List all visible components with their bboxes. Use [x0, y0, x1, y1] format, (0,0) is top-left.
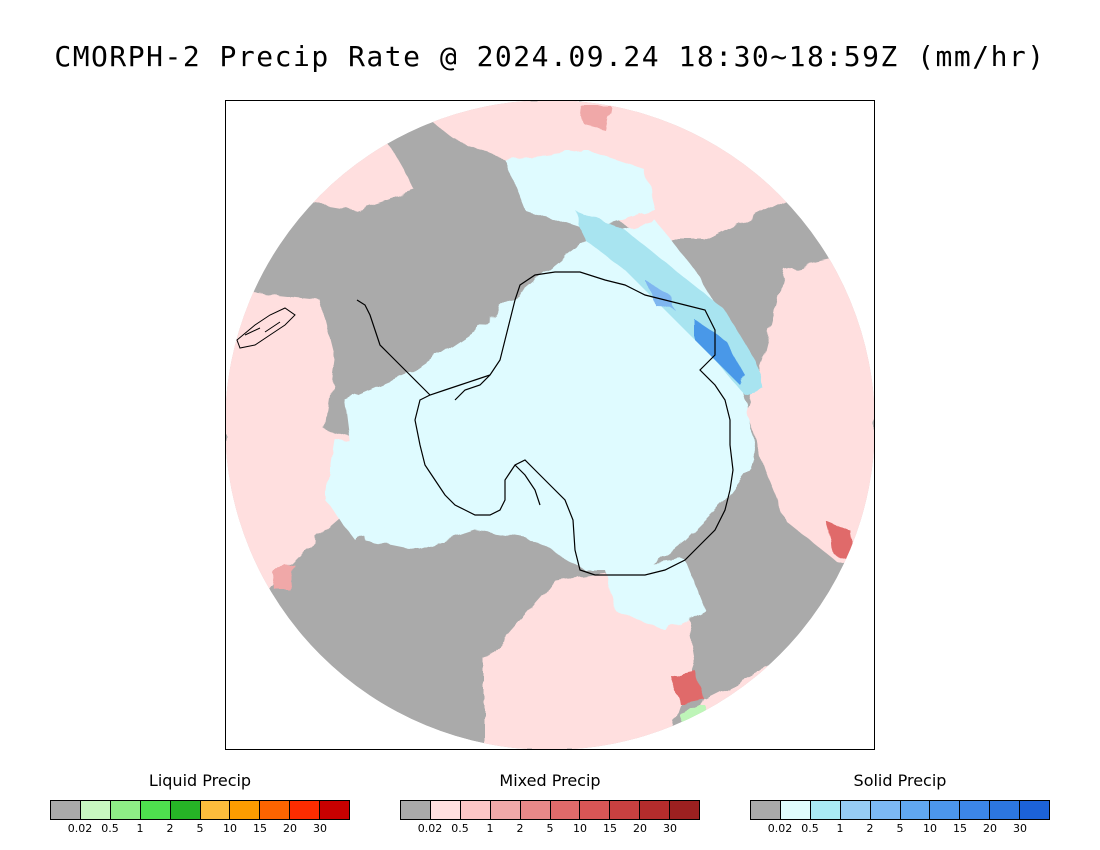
- legend-tick-label: 2: [166, 822, 174, 835]
- solid-area-central: [345, 220, 755, 570]
- legend-tick-label: 30: [313, 822, 327, 835]
- legend-swatch: [960, 801, 991, 819]
- solid-area-north: [505, 150, 655, 230]
- legend-swatch: [200, 801, 231, 819]
- legend-ticks: 0.02 0.5 1 2 5 10 15 20 30: [50, 820, 350, 836]
- legend-tick-label: 20: [283, 822, 297, 835]
- precip-field: [225, 100, 875, 750]
- legend-tick-label: 5: [546, 822, 554, 835]
- legend-swatch: [401, 801, 431, 819]
- map-frame-border: [225, 100, 875, 750]
- legend-tick-label: 15: [253, 822, 267, 835]
- southern-tip-south-america: [236, 307, 296, 349]
- legend-swatch: [140, 801, 171, 819]
- legend-swatch: [51, 801, 81, 819]
- legend-tick-label: 0.02: [67, 822, 93, 835]
- legend-swatch: [430, 801, 461, 819]
- legend-title: Liquid Precip: [148, 771, 252, 790]
- legend-swatch: [80, 801, 111, 819]
- legend-swatch: [170, 801, 201, 819]
- map-title: CMORPH-2 Precip Rate @ 2024.09.24 18:30~…: [54, 40, 1046, 73]
- legend-swatch: [230, 801, 261, 819]
- solid-light-areas: [325, 150, 755, 630]
- legend-tick-label: 10: [573, 822, 587, 835]
- legend-tick-label: 0.02: [417, 822, 443, 835]
- mixed-cell-north: [580, 105, 610, 130]
- legend-colorbar: [50, 800, 350, 820]
- ross-ice-shelf-edge: [514, 464, 541, 506]
- legend-solid: Solid Precip 0.02 0.5 1 2 5 10 15 20 30: [750, 770, 1050, 836]
- antarctic-peninsula: [356, 299, 431, 396]
- legend-swatch: [840, 801, 871, 819]
- mixed-area-west: [225, 290, 365, 620]
- legend-swatch: [110, 801, 141, 819]
- legend-swatch: [580, 801, 611, 819]
- legend-title: Mixed Precip: [499, 771, 601, 790]
- legend-swatch: [1020, 801, 1050, 819]
- legend-tick-label: 15: [603, 822, 617, 835]
- legend-tick-label: 20: [633, 822, 647, 835]
- legend-swatch: [640, 801, 671, 819]
- legend-tick-label: 5: [896, 822, 904, 835]
- legend-swatch: [870, 801, 901, 819]
- legend-title: Solid Precip: [853, 771, 947, 790]
- mixed-cell-east: [825, 520, 855, 560]
- legend-mixed: Mixed Precip 0.02 0.5 1 2 5 10 15 20 30: [400, 770, 700, 836]
- legend-tick-label: 30: [1013, 822, 1027, 835]
- solid-area-south: [605, 560, 705, 630]
- legend-swatch: [810, 801, 841, 819]
- legend-swatch: [990, 801, 1021, 819]
- legend-tick-label: 2: [516, 822, 524, 835]
- legend-tick-label: 15: [953, 822, 967, 835]
- mixed-cell-southwest: [270, 565, 295, 590]
- legend-tick-label: 5: [196, 822, 204, 835]
- legend-tick-label: 0.5: [451, 822, 469, 835]
- legend-swatch: [550, 801, 581, 819]
- legend-swatch: [460, 801, 491, 819]
- legend-ticks: 0.02 0.5 1 2 5 10 15 20 30: [400, 820, 700, 836]
- legend-swatch: [260, 801, 291, 819]
- legend-colorbar: [400, 800, 700, 820]
- legend-tick-label: 0.5: [101, 822, 119, 835]
- mixed-area-east: [745, 250, 875, 570]
- legend-swatch: [290, 801, 321, 819]
- weddell-sea-edge: [454, 374, 491, 401]
- legend-swatch: [670, 801, 700, 819]
- legend-tick-label: 0.5: [801, 822, 819, 835]
- legend-tick-label: 1: [836, 822, 844, 835]
- legend-swatch: [490, 801, 521, 819]
- legend-tick-label: 30: [663, 822, 677, 835]
- legend-tick-label: 10: [923, 822, 937, 835]
- legend-swatch: [320, 801, 350, 819]
- legend-tick-label: 10: [223, 822, 237, 835]
- legend-swatch: [520, 801, 551, 819]
- legend-tick-label: 1: [136, 822, 144, 835]
- mixed-stronger-cells: [270, 105, 855, 705]
- legend-colorbar: [750, 800, 1050, 820]
- legend-tick-label: 1: [486, 822, 494, 835]
- solid-strong-band: [645, 280, 745, 385]
- mixed-cell-southeast: [670, 670, 705, 705]
- legend-ticks: 0.02 0.5 1 2 5 10 15 20 30: [750, 820, 1050, 836]
- legend-swatch: [900, 801, 931, 819]
- legend-swatch: [780, 801, 811, 819]
- solid-area-west: [325, 440, 415, 540]
- legend-liquid: Liquid Precip 0.02 0.5 1 2 5 10 15 20 30: [50, 770, 350, 836]
- legend-tick-label: 20: [983, 822, 997, 835]
- precip-map: [225, 100, 875, 750]
- legend-swatch: [751, 801, 781, 819]
- legend-swatch: [610, 801, 641, 819]
- antarctica-east-coast: [414, 271, 734, 576]
- legend-swatch: [930, 801, 961, 819]
- legend-tick-label: 2: [866, 822, 874, 835]
- antarctica-coastline: [356, 271, 734, 576]
- legend-tick-label: 0.02: [767, 822, 793, 835]
